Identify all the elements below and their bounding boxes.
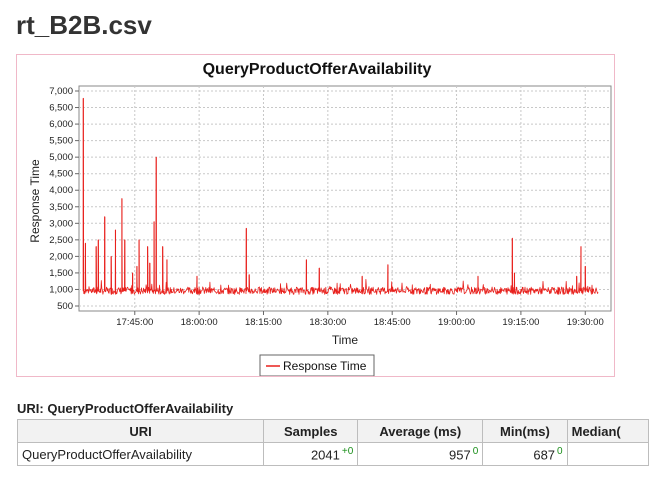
legend-label: Response Time [283, 359, 367, 373]
samples-value: 2041 [310, 447, 340, 463]
y-tick-label: 5,000 [49, 152, 73, 163]
x-axis-ticks: 17:45:00 18:00:00 18:15:00 18:30:00 18:45:00… [116, 317, 603, 328]
y-tick-label: 2,000 [49, 251, 73, 262]
samples-delta: +0 [341, 445, 354, 457]
cell-average: 957 0 [357, 442, 484, 466]
x-tick-label: 18:15:00 [245, 317, 282, 328]
chart-svg: QueryProductOfferAvailability 500 1,000 1,… [28, 61, 612, 376]
y-tick-label: 1,500 [49, 268, 73, 279]
column-header-uri[interactable]: URI [16, 419, 265, 443]
grid-lines [75, 86, 611, 315]
y-tick-label: 7,000 [49, 86, 73, 97]
y-tick-label: 5,500 [49, 136, 73, 147]
cell-samples: 2041 +0 [263, 442, 359, 466]
x-tick-label: 18:00:00 [181, 317, 218, 328]
y-tick-label: 4,500 [49, 169, 73, 180]
cell-uri: QueryProductOfferAvailability [16, 442, 265, 466]
plot-area [78, 85, 612, 312]
y-tick-label: 3,500 [49, 202, 73, 213]
chart-title: QueryProductOfferAvailability [203, 61, 432, 78]
y-tick-label: 6,000 [49, 119, 73, 130]
uri-heading: URI: QueryProductOfferAvailability [17, 401, 234, 416]
table-header-row: URI Samples Average (ms) Min(ms) Median( [16, 419, 649, 443]
y-tick-label: 4,000 [49, 185, 73, 196]
y-tick-label: 2,500 [49, 235, 73, 246]
y-axis-label: Response Time [28, 159, 42, 243]
x-axis-label: Time [332, 333, 359, 347]
column-header-samples[interactable]: Samples [263, 419, 359, 443]
x-tick-label: 19:30:00 [567, 317, 604, 328]
table-row: QueryProductOfferAvailability 2041 +0 957… [16, 442, 649, 466]
cell-min: 687 0 [482, 442, 568, 466]
x-tick-label: 18:45:00 [374, 317, 411, 328]
legend-box [259, 354, 375, 376]
series-layer [82, 97, 599, 295]
stats-table: URI Samples Average (ms) Min(ms) Median(… [16, 419, 649, 466]
y-tick-label: 3,000 [49, 218, 73, 229]
average-delta: 0 [472, 445, 479, 457]
cell-median [566, 442, 649, 466]
column-header-min[interactable]: Min(ms) [482, 419, 568, 443]
min-value: 687 [533, 447, 556, 463]
min-delta: 0 [557, 445, 563, 457]
page-title: rt_B2B.csv [16, 10, 152, 40]
response-time-chart: QueryProductOfferAvailability 500 1,000 1,… [16, 54, 615, 377]
y-axis-ticks: 500 1,000 1,500 2,000 2,500 3,000 3,500 4,000 4,… [49, 86, 73, 312]
column-header-average[interactable]: Average (ms) [357, 419, 484, 443]
column-header-median[interactable]: Median( [566, 419, 649, 443]
chart-legend: Response Time [259, 354, 375, 376]
average-value: 957 [449, 447, 471, 463]
y-tick-label: 500 [57, 301, 73, 312]
y-tick-label: 1,000 [49, 284, 73, 295]
x-tick-label: 19:00:00 [438, 317, 475, 328]
x-tick-label: 18:30:00 [309, 317, 346, 328]
y-tick-label: 6,500 [49, 103, 73, 114]
x-tick-label: 19:15:00 [502, 317, 539, 328]
x-tick-label: 17:45:00 [116, 317, 153, 328]
